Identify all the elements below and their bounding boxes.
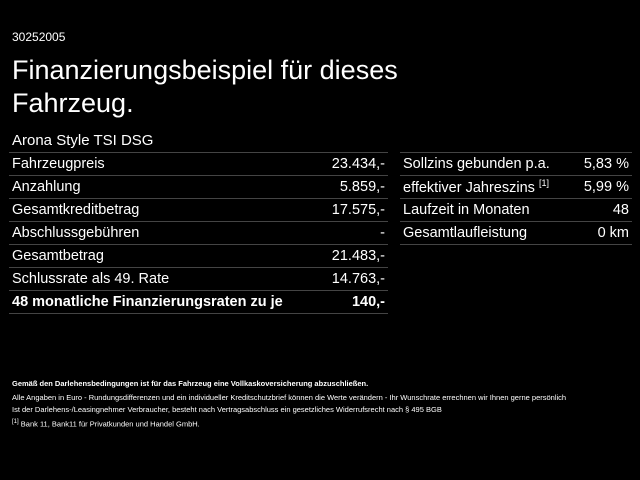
title-line: Fahrzeug. xyxy=(12,88,134,118)
label-text: Gesamtlaufleistung xyxy=(403,225,528,241)
table-row: Sollzins gebunden p.a. 5,83 % xyxy=(400,153,632,176)
row-value: 5,83 % xyxy=(583,156,629,172)
table-row: effektiver Jahreszins [1] 5,99 % xyxy=(400,176,632,199)
row-value: 140,- xyxy=(351,294,385,310)
row-value: 48 xyxy=(612,202,629,218)
row-value: 23.434,- xyxy=(331,156,385,172)
title-line: Finanzierungsbeispiel für dieses xyxy=(12,55,398,85)
row-value: - xyxy=(380,225,385,241)
row-value: 21.483,- xyxy=(331,248,385,264)
row-label: Gesamtbetrag xyxy=(12,248,104,264)
row-value: 14.763,- xyxy=(331,271,385,287)
label-text: Anzahlung xyxy=(12,179,81,195)
row-value: 0 km xyxy=(597,225,629,241)
row-label: effektiver Jahreszins [1] xyxy=(403,178,549,196)
row-label: Sollzins gebunden p.a. xyxy=(403,156,550,172)
note: Gemäß den Darlehensbedingungen ist für d… xyxy=(12,379,369,388)
label-text: 48 monatliche Finanzierungsraten zu je xyxy=(12,294,283,310)
footnote-text: Bank 11, Bank11 für Privatkunden und Han… xyxy=(20,419,200,429)
table-row: Schlussrate als 49. Rate 14.763,- xyxy=(9,268,388,291)
row-label: Gesamtkreditbetrag xyxy=(12,202,139,218)
row-value: 5,99 % xyxy=(583,179,629,195)
row-label: 48 monatliche Finanzierungsraten zu je xyxy=(12,294,283,310)
label-text: effektiver Jahreszins xyxy=(403,179,535,196)
label-text: Abschlussgebühren xyxy=(12,225,140,241)
table-row: Gesamtlaufleistung 0 km xyxy=(400,222,632,245)
label-text: Gesamtkreditbetrag xyxy=(12,202,140,218)
row-label: Schlussrate als 49. Rate xyxy=(12,271,169,287)
label-text: Sollzins gebunden p.a. xyxy=(403,156,550,172)
row-value: 5.859,- xyxy=(339,179,385,195)
row-value: 17.575,- xyxy=(331,202,385,218)
row-label: Fahrzeugpreis xyxy=(12,156,105,172)
table-row: Anzahlung 5.859,- xyxy=(9,176,388,199)
rates-table: Sollzins gebunden p.a. 5,83 % effektiver J… xyxy=(400,152,632,245)
table-row: Laufzeit in Monaten 48 xyxy=(400,199,632,222)
table-row: Abschlussgebühren - xyxy=(9,222,388,245)
table-row: Fahrzeugpreis 23.434,- xyxy=(9,153,388,176)
offer-id: 30252005 xyxy=(12,30,66,44)
row-label: Laufzeit in Monaten xyxy=(403,202,530,218)
note: Ist der Darlehens-/Leasingnehmer Verbrau… xyxy=(12,405,442,414)
label-text: Fahrzeugpreis xyxy=(12,156,105,172)
row-label: Gesamtlaufleistung xyxy=(403,225,527,241)
row-label: Abschlussgebühren xyxy=(12,225,139,241)
financing-table: Fahrzeugpreis 23.434,- Anzahlung 5.859,- Ges… xyxy=(9,152,388,314)
label-text: Schlussrate als 49. Rate xyxy=(12,271,170,287)
footnote-ref: [1] xyxy=(538,178,549,189)
footnote: [1] Bank 11, Bank11 für Privatkunden und… xyxy=(12,419,632,429)
footnote-marker: [1] xyxy=(12,419,19,425)
label-text: Laufzeit in Monaten xyxy=(403,202,530,218)
table-row: 48 monatliche Finanzierungsraten zu je 14… xyxy=(9,291,388,314)
table-row: Gesamtbetrag 21.483,- xyxy=(9,245,388,268)
label-text: Gesamtbetrag xyxy=(12,248,104,264)
row-label: Anzahlung xyxy=(12,179,81,195)
note: Alle Angaben in Euro - Rundungsdifferenz… xyxy=(12,393,567,402)
table-row: Gesamtkreditbetrag 17.575,- xyxy=(9,199,388,222)
vehicle-name: Arona Style TSI DSG xyxy=(12,132,154,149)
